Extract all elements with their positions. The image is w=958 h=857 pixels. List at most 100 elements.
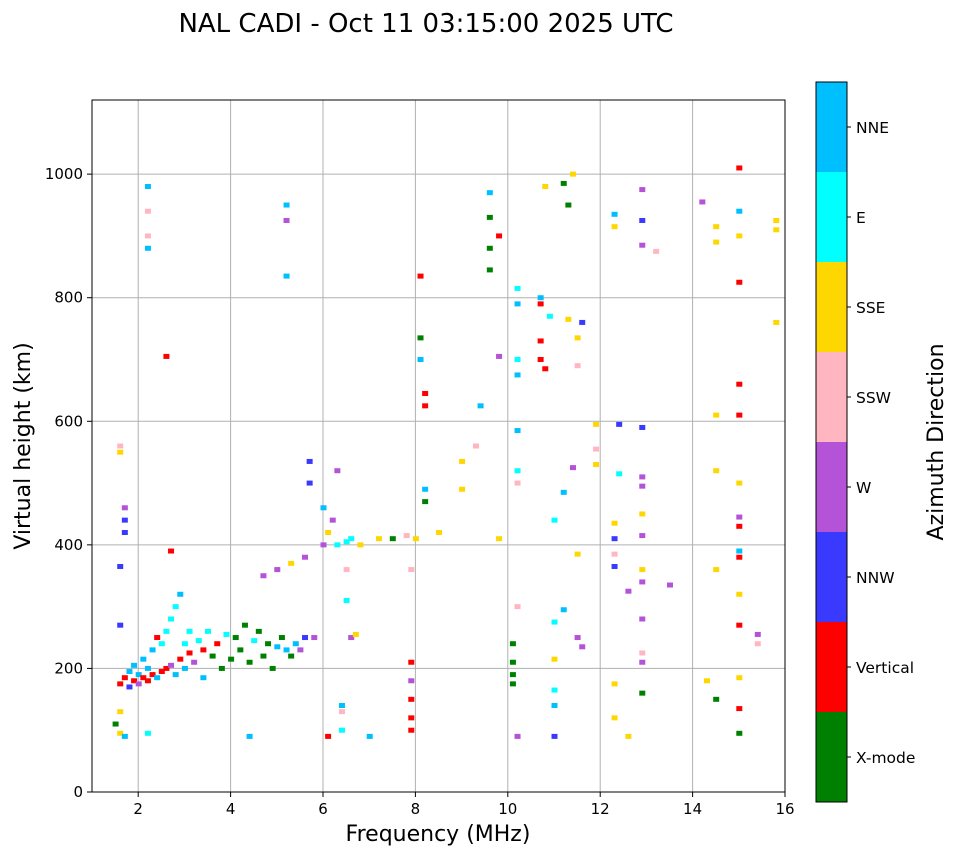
- echo-point: [348, 635, 355, 641]
- echo-point: [551, 517, 558, 523]
- x-tick-label: 4: [226, 800, 236, 818]
- echo-point: [168, 662, 175, 668]
- x-tick-label: 14: [683, 800, 702, 818]
- x-tick-label: 10: [498, 800, 517, 818]
- echo-point: [422, 403, 429, 409]
- echo-point: [713, 468, 720, 474]
- echo-point: [144, 233, 151, 239]
- colorbar-segment: [816, 82, 847, 172]
- echo-point: [163, 628, 170, 634]
- x-tick-label: 12: [591, 800, 610, 818]
- echo-point: [408, 696, 415, 702]
- echo-point: [639, 659, 646, 665]
- echo-point: [736, 165, 743, 171]
- echo-point: [320, 542, 327, 548]
- echo-point: [736, 554, 743, 560]
- echo-point: [251, 638, 258, 644]
- echo-point: [514, 480, 521, 486]
- echo-point: [569, 171, 576, 177]
- echo-point: [140, 656, 147, 662]
- echo-point: [667, 582, 673, 588]
- echo-point: [736, 706, 743, 712]
- y-tick-label: 200: [54, 659, 83, 677]
- colorbar-label: Azimuth Direction: [924, 343, 949, 540]
- echo-point: [611, 715, 618, 721]
- echo-point: [154, 675, 161, 681]
- echo-point: [297, 647, 304, 653]
- echo-point: [200, 647, 207, 653]
- echo-point: [551, 656, 558, 662]
- echo-point: [121, 505, 128, 511]
- echo-point: [158, 669, 165, 675]
- echo-point: [144, 208, 151, 214]
- echo-point: [163, 665, 170, 671]
- echo-point: [144, 665, 151, 671]
- echo-point: [639, 690, 646, 696]
- echo-point: [639, 187, 646, 193]
- echo-point: [320, 505, 327, 511]
- echo-point: [117, 622, 124, 628]
- echo-point: [205, 628, 211, 634]
- echo-point: [149, 672, 156, 678]
- echo-point: [514, 372, 521, 378]
- echo-point: [616, 471, 623, 477]
- echo-point: [200, 675, 207, 681]
- echo-point: [496, 536, 503, 542]
- echo-point: [509, 672, 516, 678]
- colorbar-category-label: E: [856, 209, 866, 227]
- echo-point: [223, 631, 230, 637]
- echo-point: [302, 554, 309, 560]
- echo-point: [639, 616, 646, 622]
- echo-point: [514, 604, 521, 610]
- echo-point: [514, 285, 521, 291]
- colorbar-category-label: SSE: [856, 299, 885, 317]
- echo-point: [292, 641, 299, 647]
- echo-point: [260, 573, 267, 579]
- colorbar-segment: [816, 532, 847, 622]
- colorbar-segment: [816, 262, 847, 352]
- echo-point: [112, 721, 119, 727]
- echo-point: [403, 533, 410, 539]
- y-tick-label: 600: [54, 412, 83, 430]
- echo-point: [611, 551, 618, 557]
- echo-point: [639, 474, 646, 480]
- echo-point: [117, 709, 124, 715]
- echo-point: [144, 245, 151, 251]
- echo-point: [639, 511, 646, 517]
- echo-point: [306, 480, 313, 486]
- echo-point: [126, 669, 133, 675]
- echo-point: [625, 588, 632, 594]
- echo-point: [154, 635, 161, 641]
- echo-point: [699, 199, 706, 205]
- echo-point: [736, 591, 743, 597]
- echo-point: [181, 665, 188, 671]
- echo-point: [191, 659, 198, 665]
- echo-point: [611, 224, 618, 230]
- colorbar-category-label: NNE: [856, 119, 889, 137]
- echo-point: [117, 730, 124, 736]
- echo-point: [237, 647, 244, 653]
- echo-point: [163, 353, 170, 359]
- echo-point: [639, 217, 646, 223]
- colorbar-category-label: Vertical: [856, 659, 914, 677]
- echo-point: [713, 412, 720, 418]
- echo-point: [135, 681, 142, 687]
- echo-point: [509, 641, 516, 647]
- echo-point: [736, 208, 743, 214]
- echo-point: [736, 523, 743, 529]
- echo-point: [131, 662, 138, 668]
- echo-point: [218, 665, 225, 671]
- echo-point: [144, 678, 151, 684]
- echo-point: [537, 301, 544, 307]
- echo-point: [514, 733, 521, 739]
- echo-point: [514, 357, 521, 362]
- echo-point: [283, 647, 290, 653]
- echo-point: [639, 483, 646, 489]
- echo-point: [172, 672, 179, 678]
- colorbar-category-label: SSW: [856, 389, 891, 407]
- echo-point: [703, 678, 710, 684]
- echo-point: [653, 248, 660, 254]
- echo-point: [260, 653, 267, 659]
- echo-point: [736, 514, 743, 520]
- echo-point: [551, 703, 558, 708]
